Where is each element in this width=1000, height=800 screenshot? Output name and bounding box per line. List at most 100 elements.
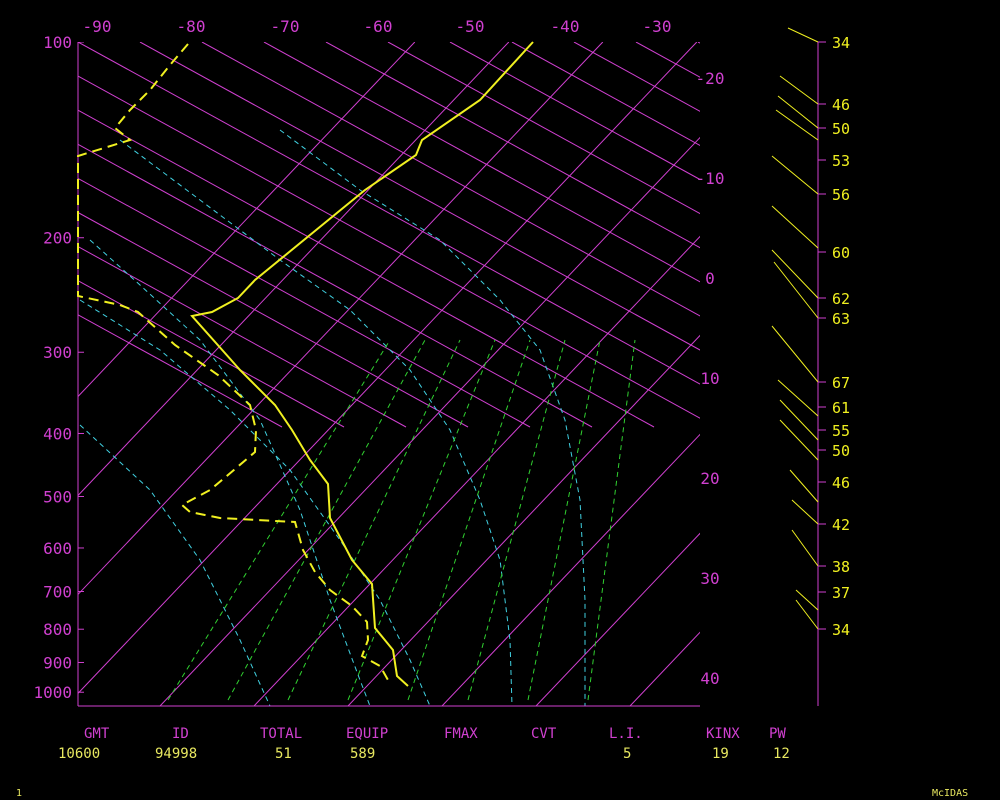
temp-tick-top: -30 (643, 17, 672, 36)
indices-header-li: L.I. (609, 726, 643, 742)
indices-header-kinx: KINX (706, 726, 740, 742)
wind-speed-label: 34 (832, 621, 850, 639)
wind-speed-label: 53 (832, 152, 850, 170)
isotherm-line (159, 136, 700, 706)
wind-barb (779, 419, 819, 461)
corner-number: 1 (16, 788, 23, 799)
chart-grid (78, 42, 1000, 706)
moist-adiabat-line (79, 424, 271, 706)
wind-speed-label: 61 (832, 399, 850, 417)
dry-adiabat-line (78, 143, 593, 428)
indices-header-id: ID (172, 726, 189, 742)
temp-tick-right: 30 (700, 569, 719, 588)
dry-adiabat-line (201, 42, 700, 317)
pressure-label: 700 (43, 583, 72, 602)
mixing-ratio-line (467, 339, 566, 701)
isotherm-line (78, 42, 416, 398)
temperature-profile (190, 41, 534, 687)
mixing-ratio-line (167, 339, 391, 701)
wind-barb (771, 155, 819, 195)
pressure-label: 900 (43, 653, 72, 672)
pressure-label: 100 (43, 33, 72, 52)
indices-header-pw: PW (769, 726, 786, 742)
indices-value-li: 5 (623, 746, 632, 762)
temp-tick-top: -50 (456, 17, 485, 36)
indices-header-equip: EQUIP (346, 726, 389, 742)
pressure-label: 300 (43, 343, 72, 362)
wind-barb (777, 95, 819, 129)
temp-tick-top: -70 (271, 17, 300, 36)
moist-adiabat-line (89, 239, 371, 706)
dry-adiabat-line (78, 211, 469, 428)
wind-speed-label: 50 (832, 120, 850, 138)
wind-barb (773, 261, 819, 319)
isotherm-line (535, 532, 700, 706)
wind-speed-label: 62 (832, 290, 850, 308)
moist-adiabat-line (79, 299, 431, 706)
wind-barb (791, 499, 819, 525)
isotherm-line (347, 334, 700, 706)
pressure-label: 600 (43, 539, 72, 558)
pressure-label: 200 (43, 229, 72, 248)
wind-barb (771, 325, 819, 383)
dry-adiabat-line (78, 177, 531, 428)
indices-value-total: 51 (275, 746, 292, 762)
pressure-label: 1000 (33, 683, 72, 702)
indices-value-id: 94998 (155, 746, 198, 762)
indices-header-fmax: FMAX (444, 726, 478, 742)
temp-tick-right: 40 (700, 669, 719, 688)
indices-value-equip: 589 (350, 746, 376, 762)
wind-barb (795, 599, 819, 630)
temp-tick-top: -90 (83, 17, 112, 36)
temp-tick-right: 10 (700, 369, 719, 388)
wind-speed-label: 67 (832, 374, 850, 392)
wind-speed-label: 50 (832, 442, 850, 460)
wind-barb (775, 109, 819, 141)
dry-adiabat-line (139, 42, 700, 351)
mixing-ratio-line (407, 339, 531, 701)
wind-speed-label: 63 (832, 310, 850, 328)
isotherm-line (253, 235, 700, 706)
dry-adiabat-line (78, 246, 407, 428)
isotherm-line (912, 42, 1000, 706)
moist-adiabat-line (279, 129, 586, 706)
wind-speed-label: 42 (832, 516, 850, 534)
wind-speed-label: 60 (832, 244, 850, 262)
wind-barb (795, 589, 819, 611)
pressure-label: 400 (43, 424, 72, 443)
temp-tick-top: -60 (364, 17, 393, 36)
wind-speed-label: 38 (832, 558, 850, 576)
indices-header-total: TOTAL (260, 726, 303, 742)
wind-barb (779, 399, 819, 441)
wind-speed-label: 46 (832, 96, 850, 114)
wind-barb (789, 469, 819, 503)
dry-adiabat-line (78, 42, 700, 385)
moist-adiabat-line (119, 139, 513, 706)
wind-barb (791, 529, 819, 567)
dry-adiabat-line (449, 42, 700, 181)
dry-adiabat-line (387, 42, 700, 215)
temp-tick-top: -40 (551, 17, 580, 36)
isotherm-line (78, 42, 698, 695)
temp-tick-right: -10 (696, 169, 725, 188)
dewpoint-profile (77, 43, 389, 681)
indices-header-cvt: CVT (531, 726, 557, 742)
dry-adiabat-line (884, 42, 1000, 427)
wind-barb (771, 249, 819, 299)
dry-adiabat-line (78, 314, 283, 428)
wind-speed-label: 37 (832, 584, 850, 602)
dry-adiabat-line (78, 75, 700, 419)
temp-tick-right: 0 (705, 269, 715, 288)
pressure-label: 800 (43, 620, 72, 639)
mixing-ratio-line (227, 339, 426, 701)
wind-speed-label: 34 (832, 34, 850, 52)
mixing-ratio-line (347, 339, 496, 701)
dry-adiabat-line (325, 42, 700, 249)
brand-label: McIDAS (932, 788, 969, 799)
temp-tick-top: -80 (177, 17, 206, 36)
dry-adiabat-line (78, 109, 655, 428)
dry-adiabat-line (760, 42, 1000, 427)
dry-adiabat-line (511, 42, 700, 146)
indices-value-kinx: 19 (712, 746, 729, 762)
